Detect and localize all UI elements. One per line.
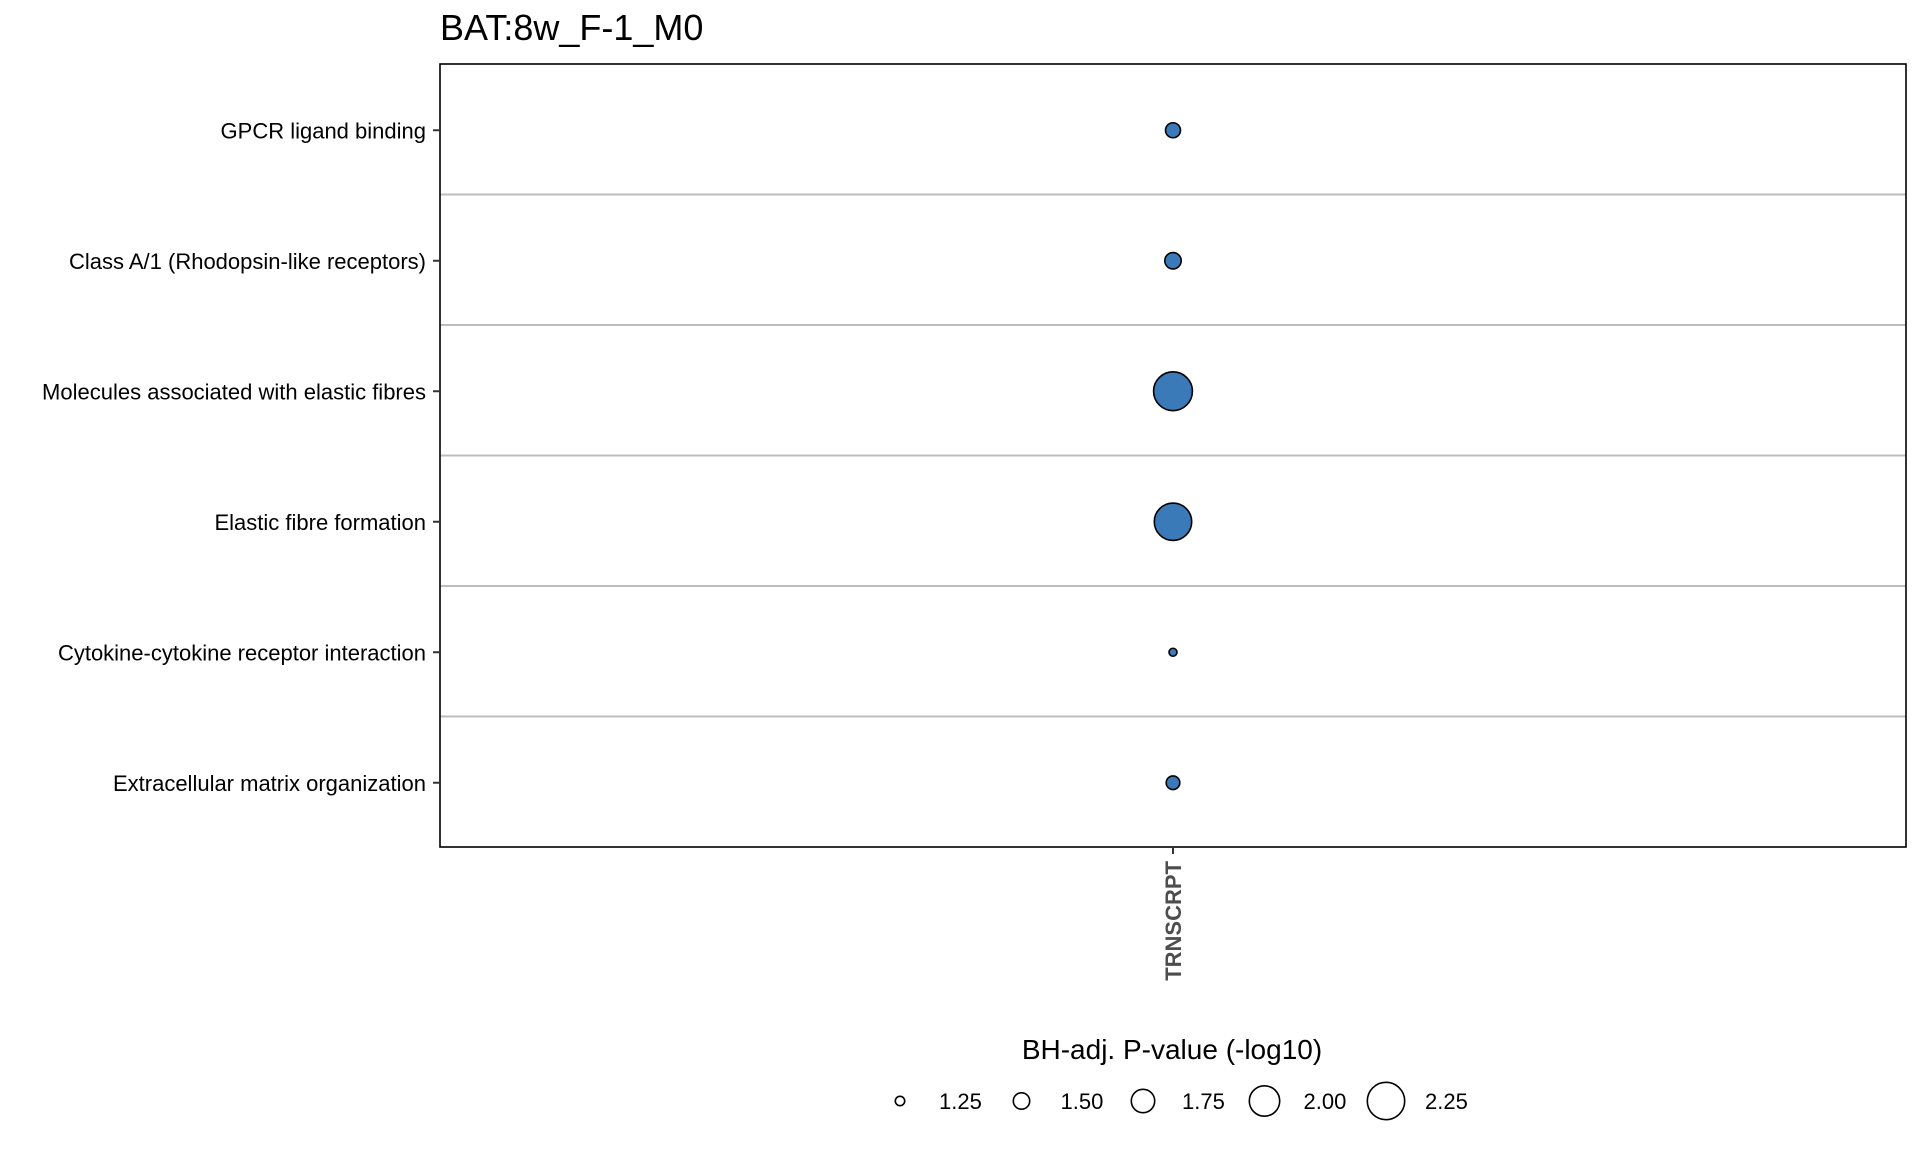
x-tick-label: TRNSCRPT	[1161, 860, 1186, 980]
y-tick-label: GPCR ligand binding	[221, 118, 426, 143]
data-point	[1164, 121, 1182, 139]
legend-label: 2.00	[1304, 1089, 1347, 1114]
chart-title: BAT:8w_F-1_M0	[440, 7, 703, 48]
y-tick-label: Molecules associated with elastic fibres	[42, 379, 426, 404]
size-legend: 1.25 1.50 1.75 2.00 2.25	[894, 1081, 1468, 1121]
y-tick-label: Elastic fibre formation	[214, 510, 426, 535]
x-axis: TRNSCRPT	[1161, 847, 1186, 981]
data-point	[1153, 502, 1193, 542]
legend-title: BH-adj. P-value (-log10)	[1022, 1034, 1322, 1065]
legend-label: 1.25	[939, 1089, 982, 1114]
y-tick-label: Class A/1 (Rhodopsin-like receptors)	[69, 249, 426, 274]
legend-label: 1.75	[1182, 1089, 1225, 1114]
y-tick-label: Cytokine-cytokine receptor interaction	[58, 640, 426, 665]
legend-key	[1366, 1081, 1406, 1121]
legend-label: 1.50	[1061, 1089, 1104, 1114]
data-point	[1152, 371, 1194, 412]
legend-key	[894, 1095, 906, 1107]
y-tick-label: Extracellular matrix organization	[113, 771, 426, 796]
legend-label: 2.25	[1425, 1089, 1468, 1114]
data-point	[1165, 775, 1181, 791]
legend-key	[1248, 1085, 1281, 1118]
points	[1152, 121, 1194, 791]
data-point	[1168, 647, 1178, 658]
y-axis: GPCR ligand binding Class A/1 (Rhodopsin-…	[42, 118, 440, 796]
legend-key	[1130, 1088, 1156, 1114]
data-point	[1164, 251, 1183, 270]
legend-key	[1012, 1092, 1031, 1111]
grid-lines	[440, 193, 1906, 718]
